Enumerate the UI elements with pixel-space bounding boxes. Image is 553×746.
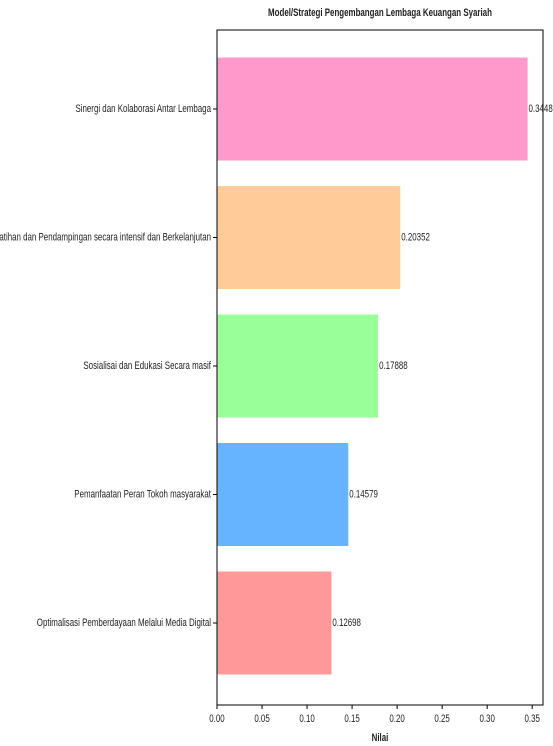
- x-tick-label: 0.30: [479, 713, 494, 726]
- bar: [217, 57, 528, 161]
- x-tick-label: 0.20: [389, 713, 404, 726]
- y-tick-label: Pelatihan dan Pendampingan secara intens…: [0, 231, 211, 244]
- x-tick-label: 0.25: [434, 713, 449, 726]
- value-label: 0.17888: [379, 360, 408, 373]
- x-tick-label: 0.05: [254, 713, 269, 726]
- bar: [217, 443, 349, 546]
- x-axis-label: Nilai: [372, 732, 389, 745]
- x-tick-label: 0.10: [299, 713, 314, 726]
- chart-title: Model/Strategi Pengembangan Lembaga Keua…: [268, 7, 492, 20]
- value-label: 0.12698: [332, 617, 361, 630]
- value-label: 0.34483: [529, 103, 553, 116]
- bar: [217, 314, 379, 418]
- x-tick-label: 0.35: [524, 713, 539, 726]
- y-tick-label: Sosialisai dan Edukasi Secara masif: [83, 360, 211, 373]
- x-tick-label: 0.00: [209, 713, 224, 726]
- value-label: 0.20352: [401, 231, 430, 244]
- value-label: 0.14579: [349, 488, 378, 501]
- y-tick-label: Pemanfaatan Peran Tokoh masyarakat: [74, 488, 211, 501]
- bar: [217, 186, 401, 289]
- bar: [217, 571, 332, 675]
- y-tick-label: Optimalisasi Pemberdayaan Melalui Media …: [37, 617, 211, 630]
- plot-frame: [216, 29, 544, 706]
- y-tick-label: Sinergi dan Kolaborasi Antar Lembaga: [75, 103, 211, 116]
- x-tick-label: 0.15: [344, 713, 359, 726]
